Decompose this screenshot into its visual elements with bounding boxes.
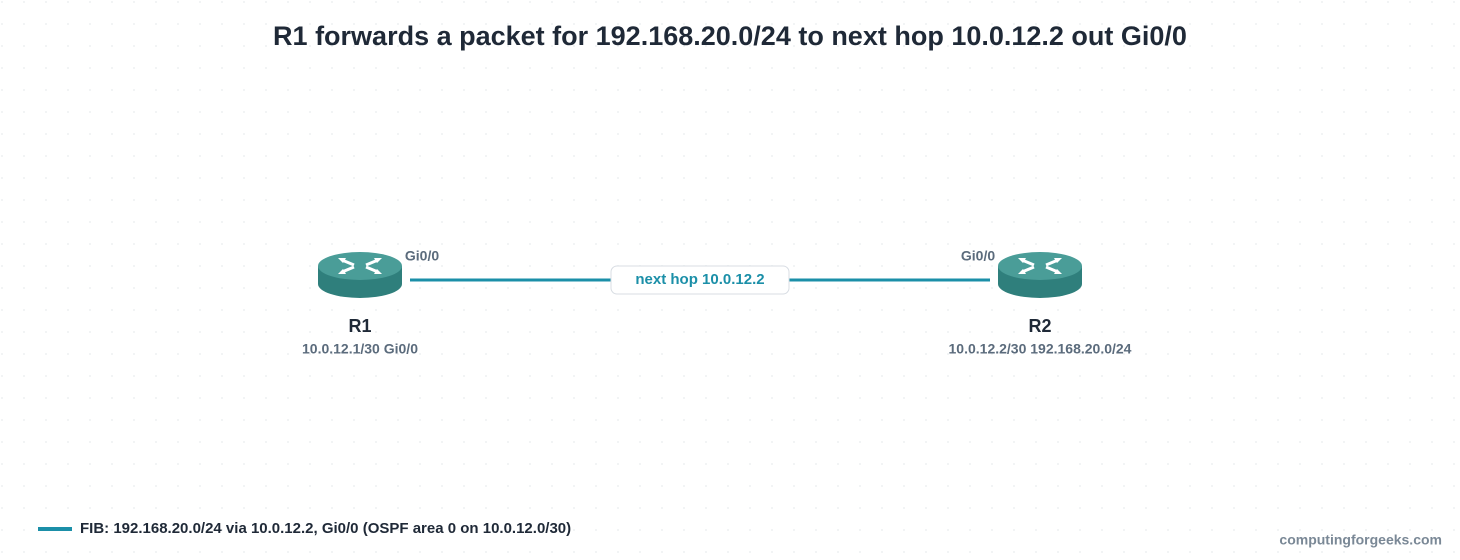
router-icon <box>316 250 404 300</box>
link-label-box <box>610 265 790 295</box>
port-label: Gi0/0 <box>405 248 439 264</box>
credit: computingforgeeks.com <box>1279 532 1442 548</box>
port-label: Gi0/0 <box>961 248 995 264</box>
legend-label: FIB: 192.168.20.0/24 via 10.0.12.2, Gi0/… <box>80 520 571 537</box>
title: R1 forwards a packet for 192.168.20.0/24… <box>273 21 1187 51</box>
router-icon <box>996 250 1084 300</box>
node-label: R2 <box>1028 316 1051 336</box>
node-sublabel: 10.0.12.2/30 192.168.20.0/24 <box>949 341 1132 357</box>
node-label: R1 <box>348 316 371 336</box>
link-label: next hop 10.0.12.2 <box>635 271 764 288</box>
node-sublabel: 10.0.12.1/30 Gi0/0 <box>302 341 418 357</box>
